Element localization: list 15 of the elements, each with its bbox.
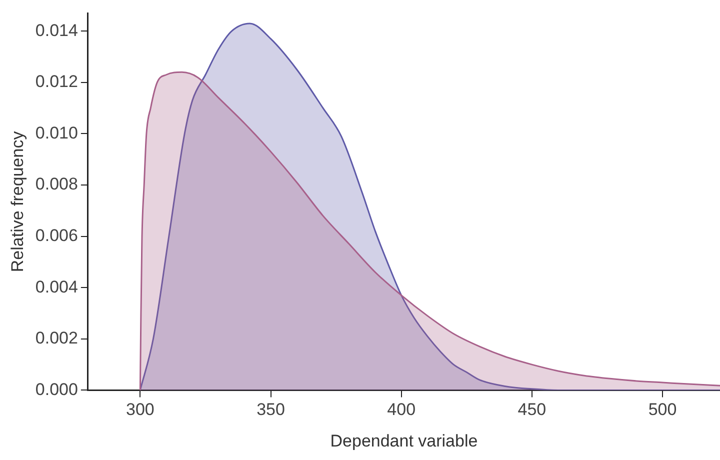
x-axis-title: Dependant variable [330,431,478,450]
y-tick-label: 0.010 [35,123,78,142]
y-tick-label: 0.008 [35,174,78,194]
y-tick-label: 0.000 [35,380,78,399]
x-tick-label: 400 [387,400,416,420]
y-tick-label: 0.012 [35,72,78,92]
x-tick-label: 500 [648,400,677,420]
x-tick-label: 300 [126,400,154,420]
x-tick-label: 450 [518,400,546,420]
y-tick-label: 0.004 [35,277,78,296]
y-axis-title: Relative frequency [8,130,27,272]
y-tick-label: 0.014 [35,20,78,40]
x-tick-label: 350 [256,400,285,420]
y-tick-label: 0.002 [35,328,78,348]
y-tick-label: 0.006 [35,226,78,246]
